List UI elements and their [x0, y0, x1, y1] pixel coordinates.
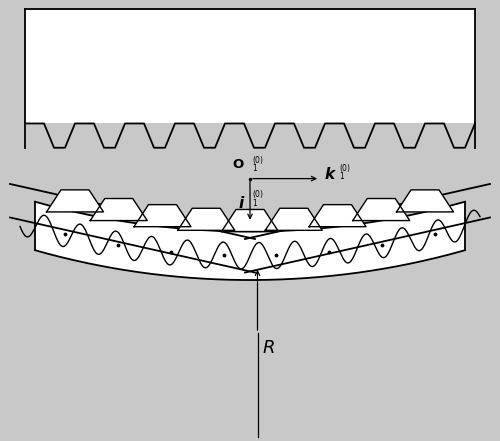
Polygon shape — [178, 208, 235, 230]
Polygon shape — [222, 209, 278, 232]
Text: $\mathsf{(0)}$: $\mathsf{(0)}$ — [252, 154, 264, 166]
Polygon shape — [352, 198, 410, 220]
Polygon shape — [35, 202, 465, 280]
Polygon shape — [134, 205, 191, 227]
Polygon shape — [309, 205, 366, 227]
Text: $\mathsf{1}$: $\mathsf{1}$ — [252, 198, 258, 208]
Text: $\mathit{R}$: $\mathit{R}$ — [262, 340, 276, 357]
Text: $\mathsf{1}$: $\mathsf{1}$ — [339, 170, 345, 180]
Polygon shape — [396, 190, 454, 212]
Polygon shape — [90, 198, 148, 220]
Text: $\bfit{k}$: $\bfit{k}$ — [324, 166, 337, 182]
Polygon shape — [46, 190, 104, 212]
Text: $\mathsf{(0)}$: $\mathsf{(0)}$ — [339, 161, 351, 174]
Text: $\mathsf{1}$: $\mathsf{1}$ — [252, 162, 258, 173]
Polygon shape — [265, 208, 322, 230]
Text: $\mathsf{(0)}$: $\mathsf{(0)}$ — [252, 188, 264, 200]
Text: $\bfit{i}$: $\bfit{i}$ — [238, 195, 245, 211]
Bar — [25, 9, 475, 123]
Text: $\mathbf{O}$: $\mathbf{O}$ — [232, 158, 245, 171]
